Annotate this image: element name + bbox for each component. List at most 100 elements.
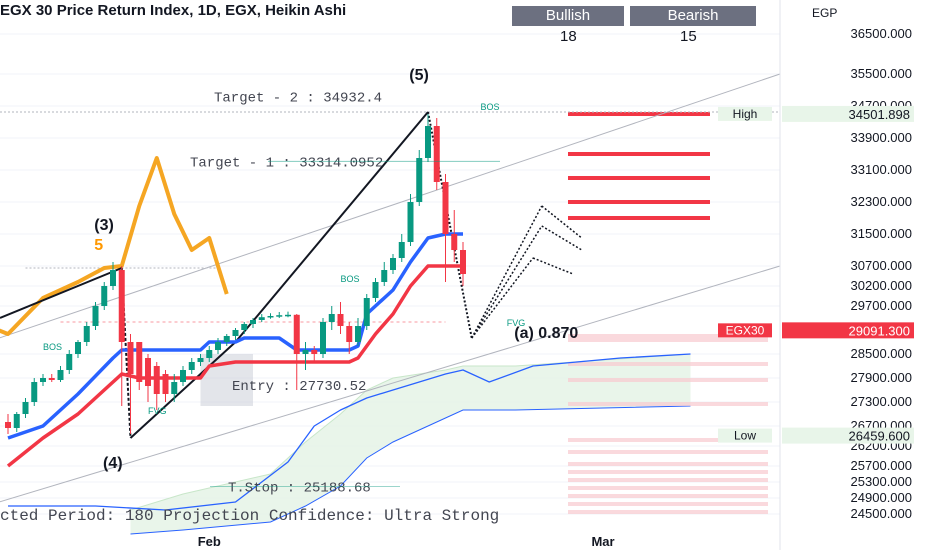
y-tick-label: 36500.000 <box>851 26 912 41</box>
projection-dotted-line <box>541 205 583 239</box>
resistance-line <box>568 152 710 156</box>
candle-body <box>311 350 318 354</box>
cloud-area <box>130 354 691 534</box>
bearish-count: 15 <box>680 28 697 45</box>
candle-body <box>92 306 99 326</box>
candle-body <box>5 422 11 428</box>
resistance-line <box>568 112 710 116</box>
support-zone <box>568 462 768 466</box>
candle-body <box>390 258 396 270</box>
bullish-button[interactable]: Bullish <box>512 6 624 26</box>
support-zone <box>568 470 768 474</box>
y-tick-label: 30700.000 <box>851 258 912 273</box>
series-line-0 <box>7 232 463 440</box>
price-tag-value-box <box>782 322 914 339</box>
candle-body <box>328 314 335 322</box>
x-tick-label: Feb <box>198 534 221 549</box>
series-line-1 <box>6 264 463 468</box>
price-tag-box <box>718 323 772 338</box>
y-tick-label: 31500.000 <box>851 226 912 241</box>
support-zone <box>568 450 768 454</box>
series-line-2 <box>8 353 691 511</box>
y-tick-label: 27300.000 <box>851 394 912 409</box>
candle-body <box>302 350 309 354</box>
candle-body <box>276 315 283 317</box>
candle-body <box>101 286 108 306</box>
channel-lower-line <box>0 265 781 503</box>
candle-body <box>13 414 20 428</box>
candle-body <box>22 402 29 414</box>
price-tag-value: 34501.898 <box>849 107 910 122</box>
price-tag-value-box <box>782 427 914 444</box>
y-tick-label: 33100.000 <box>851 162 912 177</box>
support-zone <box>568 378 768 382</box>
price-tag-box <box>718 106 772 121</box>
candle-body <box>355 326 361 342</box>
channel-upper-line <box>0 73 781 339</box>
target-label: Target - 2 : 34932.4 <box>214 91 382 107</box>
chart-title: EGX 30 Price Return Index, 1D, EGX, Heik… <box>0 2 347 19</box>
price-tag-value: 29091.300 <box>849 323 910 338</box>
candle-body <box>110 270 116 286</box>
candle-body <box>162 374 169 394</box>
price-tag-name: High <box>733 107 758 121</box>
annotation-label: BOS <box>43 342 62 352</box>
bullish-count: 18 <box>560 28 577 45</box>
price-tag-value-box <box>782 105 914 122</box>
candle-body <box>66 354 73 370</box>
y-tick-label: 30200.000 <box>851 278 912 293</box>
support-zone <box>568 438 768 442</box>
candle-body <box>433 126 440 182</box>
zigzag-line <box>234 111 429 343</box>
price-tag-box <box>718 428 772 443</box>
candle-body <box>293 314 300 354</box>
candle-body <box>48 378 55 380</box>
candle-body <box>136 342 143 382</box>
projection-dotted-line <box>541 225 583 251</box>
bearish-button[interactable]: Bearish <box>630 6 756 26</box>
candle-body <box>188 362 195 370</box>
cloud-lower-line <box>130 405 691 535</box>
price-tag-value: 26459.600 <box>849 429 910 444</box>
candle-body <box>442 182 449 234</box>
candle-body <box>83 326 90 342</box>
price-tag-name: EGX30 <box>726 323 765 337</box>
projection-dotted-line <box>471 257 534 339</box>
candle-body <box>153 366 160 394</box>
target-label: T.Stop : 25188.68 <box>228 480 371 496</box>
candle-body <box>337 314 344 326</box>
candle-body <box>425 126 431 158</box>
candle-body <box>346 326 353 342</box>
resistance-line <box>568 216 710 220</box>
wave-label: 5 <box>94 237 103 254</box>
candle-body <box>57 370 64 380</box>
support-zone <box>568 494 768 498</box>
support-zone <box>568 478 768 482</box>
resistance-line <box>568 176 710 180</box>
annotation-label: BOS <box>341 274 360 284</box>
y-tick-label: 25700.000 <box>851 458 912 473</box>
candle-body <box>320 322 326 354</box>
candle-body <box>407 202 414 242</box>
support-zone <box>568 402 768 406</box>
candle-body <box>206 350 213 358</box>
orange-projection-line <box>0 156 229 336</box>
candle-body <box>118 270 125 342</box>
candle-body <box>232 330 239 336</box>
candle-body <box>215 342 221 350</box>
target-label: Entry : 27730.52 <box>232 379 366 395</box>
candle-body <box>363 298 370 326</box>
candle-body <box>40 378 46 382</box>
candle-body <box>31 382 38 402</box>
wave-label: (5) <box>409 67 429 84</box>
y-tick-label: 29700.000 <box>851 298 912 313</box>
support-zone <box>568 502 768 506</box>
price-axis-bg <box>780 0 932 550</box>
annotation-label: FVG <box>148 406 167 416</box>
resistance-line <box>568 200 710 204</box>
y-tick-label: 27900.000 <box>851 370 912 385</box>
projection-dotted-line <box>532 257 574 275</box>
y-tick-label: 33900.000 <box>851 130 912 145</box>
